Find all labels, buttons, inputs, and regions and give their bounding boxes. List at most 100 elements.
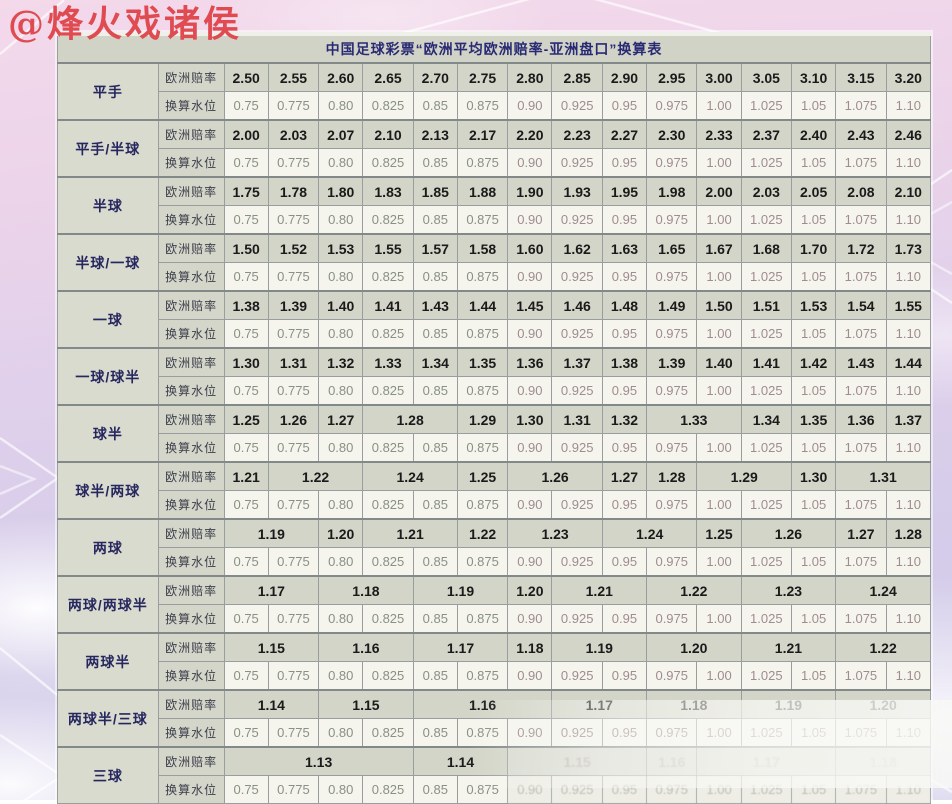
water-value-cell: 0.80 [318,718,364,748]
water-value-cell: 0.75 [223,205,269,235]
odds-value-cell: 2.17 [456,119,509,149]
water-row-label: 换算水位 [157,262,225,292]
water-value-cell: 1.075 [835,433,887,463]
water-value-cell: 0.80 [318,490,364,520]
water-value-cell: 0.95 [601,775,648,804]
water-row: 换算水位 0.75 0.775 0.80 0.825 0.85 0.875 0.90 0.925… [58,547,932,577]
odds-value-cell: 1.29 [456,404,509,434]
odds-value-cell: 1.33 [646,404,742,434]
water-value-cell: 1.075 [835,148,887,178]
odds-row: 两球 欧洲赔率 1.19 1.20 1.21 1.22 1.23 1.24 1.25 1.26 1.… [57,518,932,577]
odds-value-cell: 1.53 [318,233,364,263]
odds-row-label: 欧洲赔率 [157,632,225,662]
water-value-cell: 1.10 [885,661,932,691]
odds-value-cell: 1.60 [507,233,553,263]
odds-value-cell: 1.20 [646,632,742,662]
water-value-cell: 1.075 [835,661,887,691]
odds-value-cell: 1.26 [507,461,603,491]
water-row: 换算水位 0.75 0.775 0.80 0.825 0.85 0.875 0.90 0.925… [58,490,932,520]
water-value-cell: 0.85 [412,91,458,121]
odds-value-cell: 1.21 [551,575,648,605]
odds-value-cell: 1.78 [267,176,320,206]
water-value-cell: 0.975 [646,604,698,634]
water-value-cell: 0.90 [507,604,553,634]
odds-value-cell: 1.14 [223,689,320,719]
water-value-cell: 0.85 [412,604,458,634]
odds-value-cell: 2.20 [507,119,553,149]
odds-value-cell: 1.38 [601,347,648,377]
odds-row-label: 欧洲赔率 [157,689,225,719]
water-value-cell: 1.05 [791,604,837,634]
water-row-label: 换算水位 [157,661,225,691]
odds-value-cell: 1.63 [601,233,648,263]
water-value-cell: 1.00 [696,319,742,349]
water-value-cell: 0.975 [646,433,698,463]
water-value-cell: 0.85 [412,547,458,577]
water-row: 换算水位 0.75 0.775 0.80 0.825 0.85 0.875 0.90 0.925… [58,661,932,691]
water-value-cell: 0.85 [412,490,458,520]
odds-value-cell: 1.39 [267,290,320,320]
odds-value-cell: 1.30 [507,404,553,434]
water-value-cell: 0.95 [601,319,648,349]
water-value-cell: 0.75 [223,547,269,577]
water-value-cell: 0.90 [507,148,553,178]
water-value-cell: 0.775 [267,319,320,349]
water-value-cell: 0.925 [551,433,603,463]
handicap-label: 平手 [57,62,159,121]
water-value-cell: 0.80 [318,433,364,463]
water-value-cell: 1.075 [835,91,887,121]
water-value-cell: 1.025 [740,205,793,235]
water-value-cell: 0.80 [318,148,364,178]
water-value-cell: 1.05 [791,661,837,691]
odds-value-cell: 2.55 [267,62,320,92]
odds-value-cell: 1.43 [412,290,458,320]
odds-value-cell: 1.43 [835,347,887,377]
water-value-cell: 1.025 [740,490,793,520]
odds-value-cell: 1.18 [835,746,931,776]
odds-value-cell: 1.49 [646,290,698,320]
odds-value-cell: 2.70 [412,62,458,92]
water-value-cell: 1.00 [696,376,742,406]
water-value-cell: 0.75 [223,433,269,463]
odds-row: 平手 欧洲赔率 2.50 2.55 2.60 2.65 2.70 2.75 2.80 2.85 2.… [57,62,932,121]
water-value-cell: 0.85 [412,205,458,235]
odds-value-cell: 1.30 [791,461,837,491]
water-value-cell: 0.75 [223,91,269,121]
odds-row: 半球/一球 欧洲赔率 1.50 1.52 1.53 1.55 1.57 1.58 1.60 1.6… [57,233,932,292]
odds-value-cell: 2.43 [835,119,887,149]
water-value-cell: 1.10 [885,91,932,121]
odds-value-cell: 1.25 [223,404,269,434]
odds-value-cell: 2.95 [646,62,698,92]
water-value-cell: 0.85 [412,775,458,804]
odds-value-cell: 1.32 [318,347,364,377]
water-row: 换算水位 0.75 0.775 0.80 0.825 0.85 0.875 0.90 0.925… [58,376,932,406]
water-value-cell: 1.025 [740,661,793,691]
odds-value-cell: 1.27 [835,518,887,548]
water-row-label: 换算水位 [157,718,225,748]
odds-row-label: 欧洲赔率 [157,575,225,605]
odds-value-cell: 1.21 [362,518,458,548]
water-value-cell: 1.00 [696,547,742,577]
water-value-cell: 0.80 [318,547,364,577]
water-row: 换算水位 0.75 0.775 0.80 0.825 0.85 0.875 0.90 0.925… [58,319,932,349]
odds-conversion-table: 中国足球彩票“欧洲平均欧洲赔率-亚洲盘口”换算表 平手 欧洲赔率 2.50 2.55 2… [57,32,932,804]
odds-value-cell: 1.14 [412,746,509,776]
water-value-cell: 1.10 [885,148,932,178]
handicap-label: 平手/半球 [57,119,159,178]
water-value-cell: 0.85 [412,262,458,292]
water-value-cell: 1.05 [791,775,837,804]
water-value-cell: 0.825 [362,148,414,178]
water-value-cell: 0.75 [223,376,269,406]
odds-value-cell: 1.29 [696,461,793,491]
odds-value-cell: 1.55 [885,290,932,320]
water-value-cell: 0.90 [507,319,553,349]
water-row-label: 换算水位 [157,148,225,178]
odds-value-cell: 3.05 [740,62,793,92]
water-value-cell: 1.00 [696,148,742,178]
odds-value-cell: 1.22 [646,575,742,605]
odds-row-label: 欧洲赔率 [157,62,225,92]
odds-value-cell: 1.80 [318,176,364,206]
odds-value-cell: 3.15 [835,62,887,92]
odds-value-cell: 1.68 [740,233,793,263]
odds-value-cell: 1.22 [456,518,509,548]
